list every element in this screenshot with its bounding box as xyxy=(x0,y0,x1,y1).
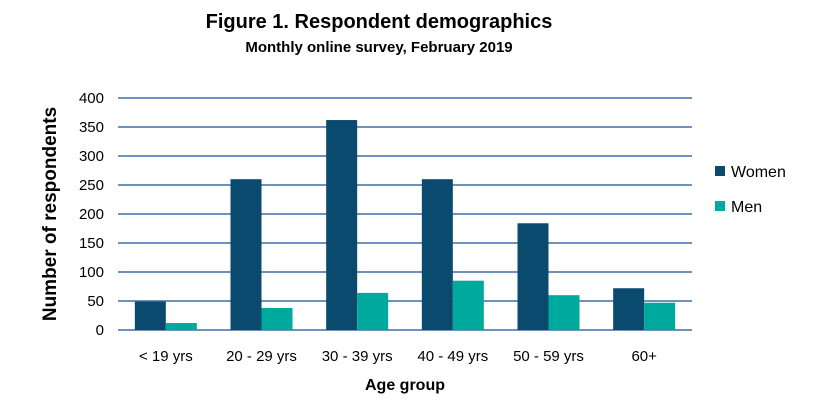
x-tick-label: 50 - 59 yrs xyxy=(513,348,584,365)
x-tick-label: 40 - 49 yrs xyxy=(417,348,488,365)
x-tick-label: < 19 yrs xyxy=(139,348,193,365)
y-tick-label: 50 xyxy=(87,293,104,310)
y-tick-label: 0 xyxy=(96,322,104,339)
gridlines xyxy=(118,97,692,331)
chart-subtitle: Monthly online survey, February 2019 xyxy=(245,39,512,56)
x-tick-label: 60+ xyxy=(631,348,657,365)
legend-label-women: Women xyxy=(731,164,786,181)
legend-swatch-men xyxy=(715,201,725,211)
bar-women xyxy=(134,301,166,330)
bar-men xyxy=(165,323,197,330)
bar-men xyxy=(644,302,676,330)
bar-women xyxy=(326,120,358,330)
bars xyxy=(134,120,676,330)
bar-men xyxy=(357,292,389,330)
chart-title: Figure 1. Respondent demographics xyxy=(206,11,553,33)
bar-women xyxy=(421,179,453,330)
y-tick-label: 100 xyxy=(79,264,104,281)
x-tick-labels: < 19 yrs 20 - 29 yrs 30 - 39 yrs 40 - 49 yr… xyxy=(139,348,657,365)
y-tick-label: 350 xyxy=(79,119,104,136)
x-axis-label: Age group xyxy=(365,377,445,394)
x-tick-label: 20 - 29 yrs xyxy=(226,348,297,365)
bar-women xyxy=(613,288,645,330)
y-tick-label: 200 xyxy=(79,206,104,223)
x-tick-label: 30 - 39 yrs xyxy=(322,348,393,365)
legend: Women Men xyxy=(715,164,786,216)
y-tick-label: 300 xyxy=(79,148,104,165)
legend-label-men: Men xyxy=(731,199,762,216)
legend-swatch-women xyxy=(715,166,725,176)
y-tick-label: 150 xyxy=(79,235,104,252)
bar-men xyxy=(548,295,580,330)
y-axis-label: Number of respondents xyxy=(40,107,61,321)
bar-men xyxy=(452,280,484,330)
y-tick-label: 400 xyxy=(79,90,104,107)
y-tick-labels: 0 50 100 150 200 250 300 350 400 xyxy=(79,90,104,339)
y-tick-label: 250 xyxy=(79,177,104,194)
bar-men xyxy=(261,307,293,330)
bar-women xyxy=(517,223,549,330)
bar-women xyxy=(230,179,262,330)
